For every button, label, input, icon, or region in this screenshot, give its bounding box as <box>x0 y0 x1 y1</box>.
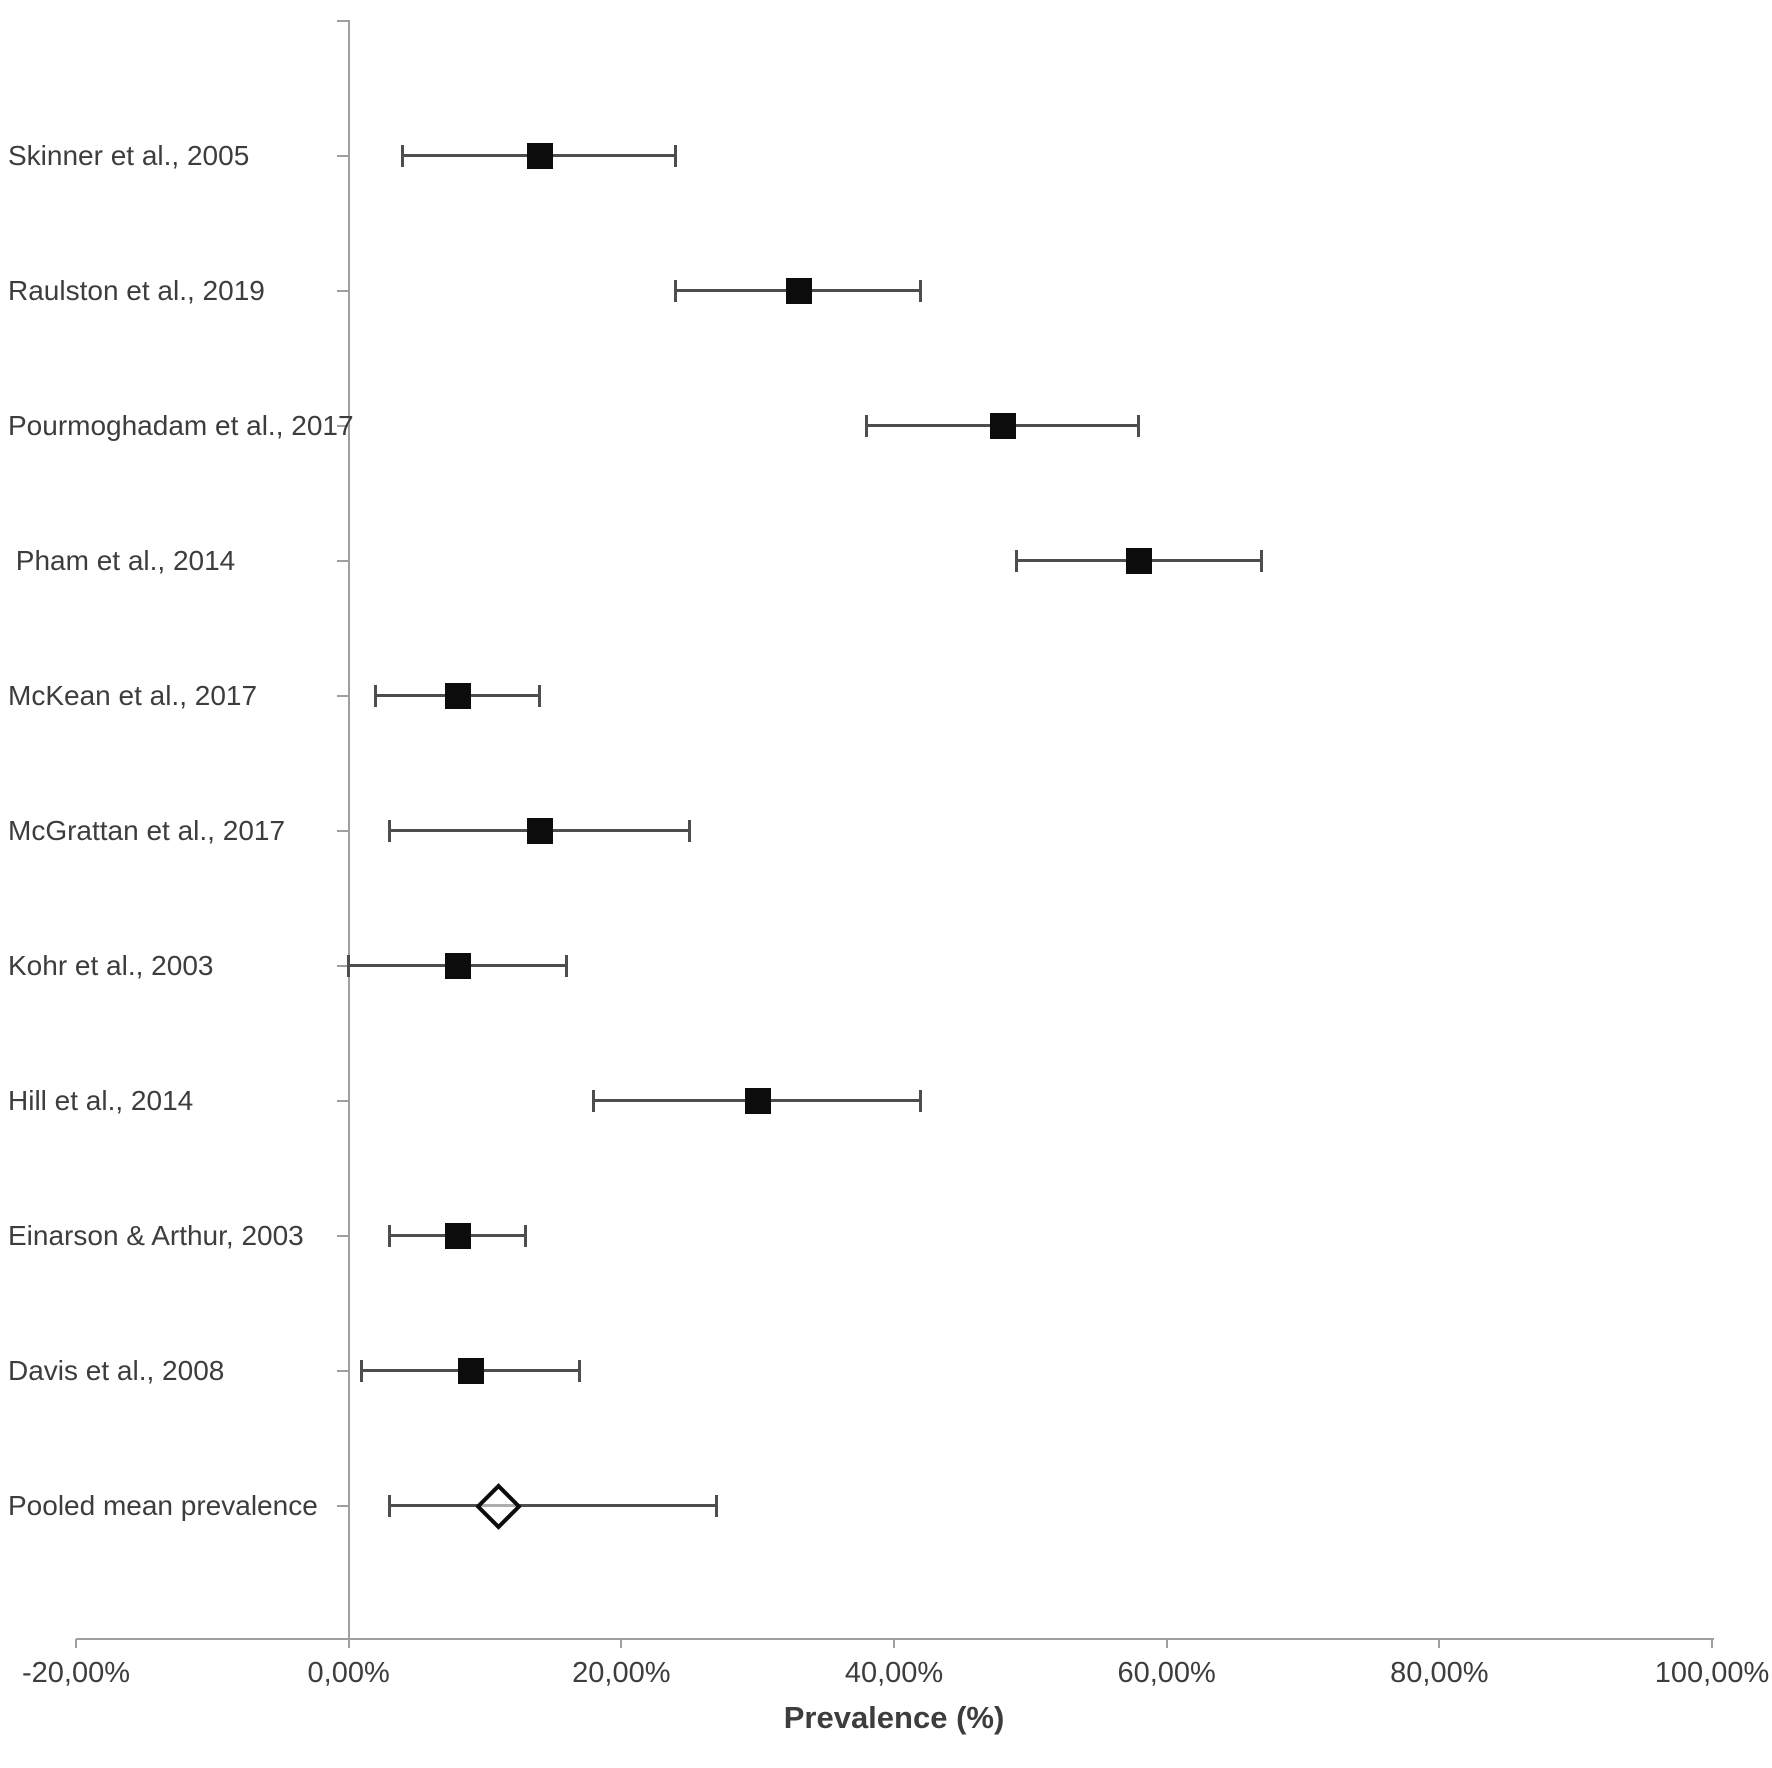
x-axis-tick <box>1165 1639 1168 1648</box>
x-tick-label: 40,00% <box>844 1657 944 1689</box>
ci-cap-right <box>919 1090 923 1112</box>
study-label: Raulston et al., 2019 <box>8 275 265 306</box>
y-axis-line <box>347 20 350 1639</box>
study-label: Kohr et al., 2003 <box>8 950 214 981</box>
y-axis-category-tick <box>336 965 348 967</box>
y-axis-category-tick <box>336 560 348 562</box>
ci-cap-right <box>537 685 541 707</box>
marker-square <box>526 143 553 169</box>
marker-square <box>990 413 1017 439</box>
ci-cap-right <box>1260 550 1264 572</box>
ci-cap-right <box>919 280 923 302</box>
ci-cap-right <box>673 145 677 167</box>
ci-cap-left <box>346 955 350 977</box>
y-axis-category-tick <box>336 290 348 292</box>
x-axis-tick <box>893 1639 895 1648</box>
x-axis-tick <box>1438 1639 1441 1648</box>
marker-square <box>458 1358 485 1384</box>
y-axis-category-tick <box>336 1370 348 1372</box>
study-label: Hill et al., 2014 <box>8 1085 194 1116</box>
study-label: McKean et al., 2017 <box>8 680 258 711</box>
x-tick-label: 80,00% <box>1390 1657 1489 1689</box>
marker-square <box>444 683 471 709</box>
marker-square <box>526 818 553 844</box>
y-axis-category-tick <box>336 830 348 832</box>
y-axis-category-tick <box>336 1100 348 1102</box>
x-tick-label: -20,00% <box>21 1657 130 1689</box>
x-tick-label: 20,00% <box>572 1657 671 1689</box>
study-label: Einarson & Arthur, 2003 <box>8 1220 304 1251</box>
marker-diamond <box>475 1482 522 1530</box>
y-axis-top-tick <box>336 20 348 22</box>
y-axis-category-tick <box>336 155 348 157</box>
y-axis-category-tick <box>336 425 348 427</box>
x-axis-tick <box>347 1639 350 1648</box>
x-tick-label: 100,00% <box>1654 1657 1770 1689</box>
ci-cap-right <box>564 955 568 977</box>
study-label: McGrattan et al., 2017 <box>8 815 286 846</box>
x-tick-label: 60,00% <box>1117 1657 1216 1689</box>
ci-cap-left <box>401 145 405 167</box>
y-axis-category-tick <box>336 695 348 697</box>
ci-cap-left <box>592 1090 596 1112</box>
study-label: Pooled mean prevalence <box>8 1490 318 1521</box>
ci-line <box>389 1504 717 1507</box>
study-label: Pourmoghadam et al., 2017 <box>8 410 354 441</box>
ci-cap-left <box>360 1360 364 1382</box>
x-axis-title: Prevalence (%) <box>783 1700 1005 1735</box>
y-axis-category-tick <box>336 1505 348 1507</box>
x-axis-tick <box>75 1639 77 1648</box>
marker-square <box>444 1223 471 1249</box>
ci-cap-right <box>523 1225 527 1247</box>
ci-cap-right <box>578 1360 582 1382</box>
x-axis-tick <box>620 1639 623 1648</box>
ci-cap-left <box>387 1495 391 1517</box>
marker-square <box>444 953 471 979</box>
x-axis-line <box>76 1638 1714 1640</box>
x-axis-tick <box>1711 1639 1713 1648</box>
study-label: Pham et al., 2014 <box>8 545 236 576</box>
ci-cap-right <box>687 820 691 842</box>
study-label: Davis et al., 2008 <box>8 1355 225 1386</box>
marker-square <box>785 278 812 304</box>
study-label: Skinner et al., 2005 <box>8 140 250 171</box>
ci-cap-right <box>714 1495 718 1517</box>
ci-cap-right <box>1137 415 1141 437</box>
ci-cap-left <box>373 685 377 707</box>
ci-cap-left <box>864 415 868 437</box>
ci-cap-left <box>387 820 391 842</box>
ci-cap-left <box>673 280 677 302</box>
marker-square <box>1126 548 1153 574</box>
ci-cap-left <box>1014 550 1018 572</box>
x-tick-label: 0,00% <box>307 1657 390 1689</box>
ci-cap-left <box>387 1225 391 1247</box>
y-axis-category-tick <box>336 1235 348 1237</box>
marker-square <box>744 1088 771 1114</box>
